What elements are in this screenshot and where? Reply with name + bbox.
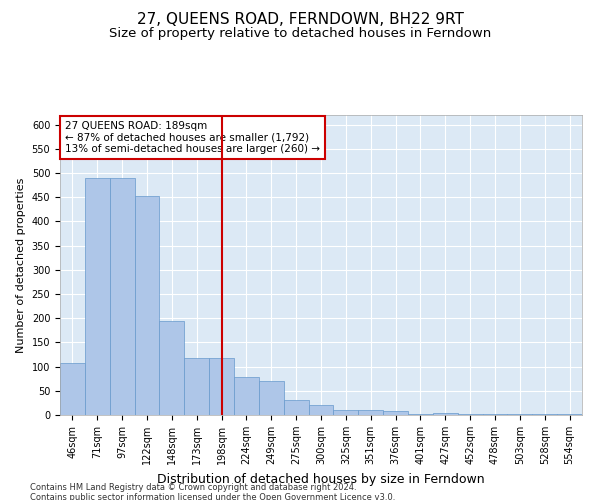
Bar: [85, 178, 110, 415]
Bar: [60, 363, 85, 415]
Bar: [284, 400, 308, 415]
Bar: [184, 358, 209, 415]
Bar: [482, 414, 508, 415]
Bar: [308, 406, 334, 415]
Bar: [508, 414, 532, 415]
Bar: [358, 410, 383, 415]
Bar: [134, 196, 160, 415]
Bar: [532, 414, 557, 415]
Bar: [209, 358, 234, 415]
Y-axis label: Number of detached properties: Number of detached properties: [16, 178, 26, 352]
Text: Contains public sector information licensed under the Open Government Licence v3: Contains public sector information licen…: [30, 492, 395, 500]
Text: Contains HM Land Registry data © Crown copyright and database right 2024.: Contains HM Land Registry data © Crown c…: [30, 482, 356, 492]
Bar: [160, 320, 184, 415]
Bar: [557, 414, 582, 415]
Bar: [259, 381, 284, 415]
Text: Size of property relative to detached houses in Ferndown: Size of property relative to detached ho…: [109, 28, 491, 40]
Bar: [433, 412, 458, 415]
X-axis label: Distribution of detached houses by size in Ferndown: Distribution of detached houses by size …: [157, 472, 485, 486]
Text: 27 QUEENS ROAD: 189sqm
← 87% of detached houses are smaller (1,792)
13% of semi-: 27 QUEENS ROAD: 189sqm ← 87% of detached…: [65, 121, 320, 154]
Bar: [110, 178, 134, 415]
Bar: [458, 414, 482, 415]
Bar: [234, 378, 259, 415]
Text: 27, QUEENS ROAD, FERNDOWN, BH22 9RT: 27, QUEENS ROAD, FERNDOWN, BH22 9RT: [137, 12, 463, 28]
Bar: [383, 411, 408, 415]
Bar: [334, 410, 358, 415]
Bar: [408, 414, 433, 415]
